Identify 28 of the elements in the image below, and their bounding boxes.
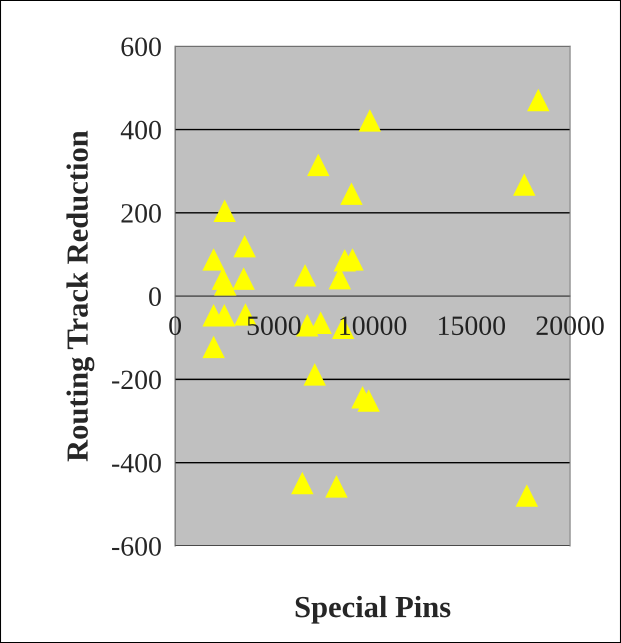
point: [202, 248, 225, 271]
point: [527, 88, 550, 112]
y-tick-label: 400: [120, 120, 161, 140]
point: [213, 200, 236, 222]
point: [513, 173, 536, 196]
point: [357, 389, 380, 412]
y-tick-label: 0: [149, 287, 161, 306]
point: [202, 336, 225, 358]
point: [358, 109, 382, 132]
point: [516, 484, 538, 507]
y-tick-label: -200: [112, 370, 161, 390]
point: [232, 267, 255, 290]
y-tick-label: -400: [112, 454, 161, 473]
y-tick-label: -600: [112, 537, 161, 556]
x-tick-label: 5000: [248, 316, 301, 336]
x-axis-title: Special Pins: [296, 596, 450, 624]
x-tick-label: 15000: [439, 316, 505, 336]
point: [340, 182, 363, 205]
point: [307, 154, 330, 176]
point: [325, 475, 348, 498]
point: [291, 472, 314, 494]
point: [304, 363, 326, 386]
x-tick-label: 20000: [536, 316, 604, 336]
point: [233, 234, 256, 258]
y-tick-label: 200: [121, 204, 161, 223]
y-axis-title: Routing Track Reduction: [66, 130, 94, 462]
point: [294, 264, 316, 286]
y-tick-label: 600: [121, 37, 161, 56]
